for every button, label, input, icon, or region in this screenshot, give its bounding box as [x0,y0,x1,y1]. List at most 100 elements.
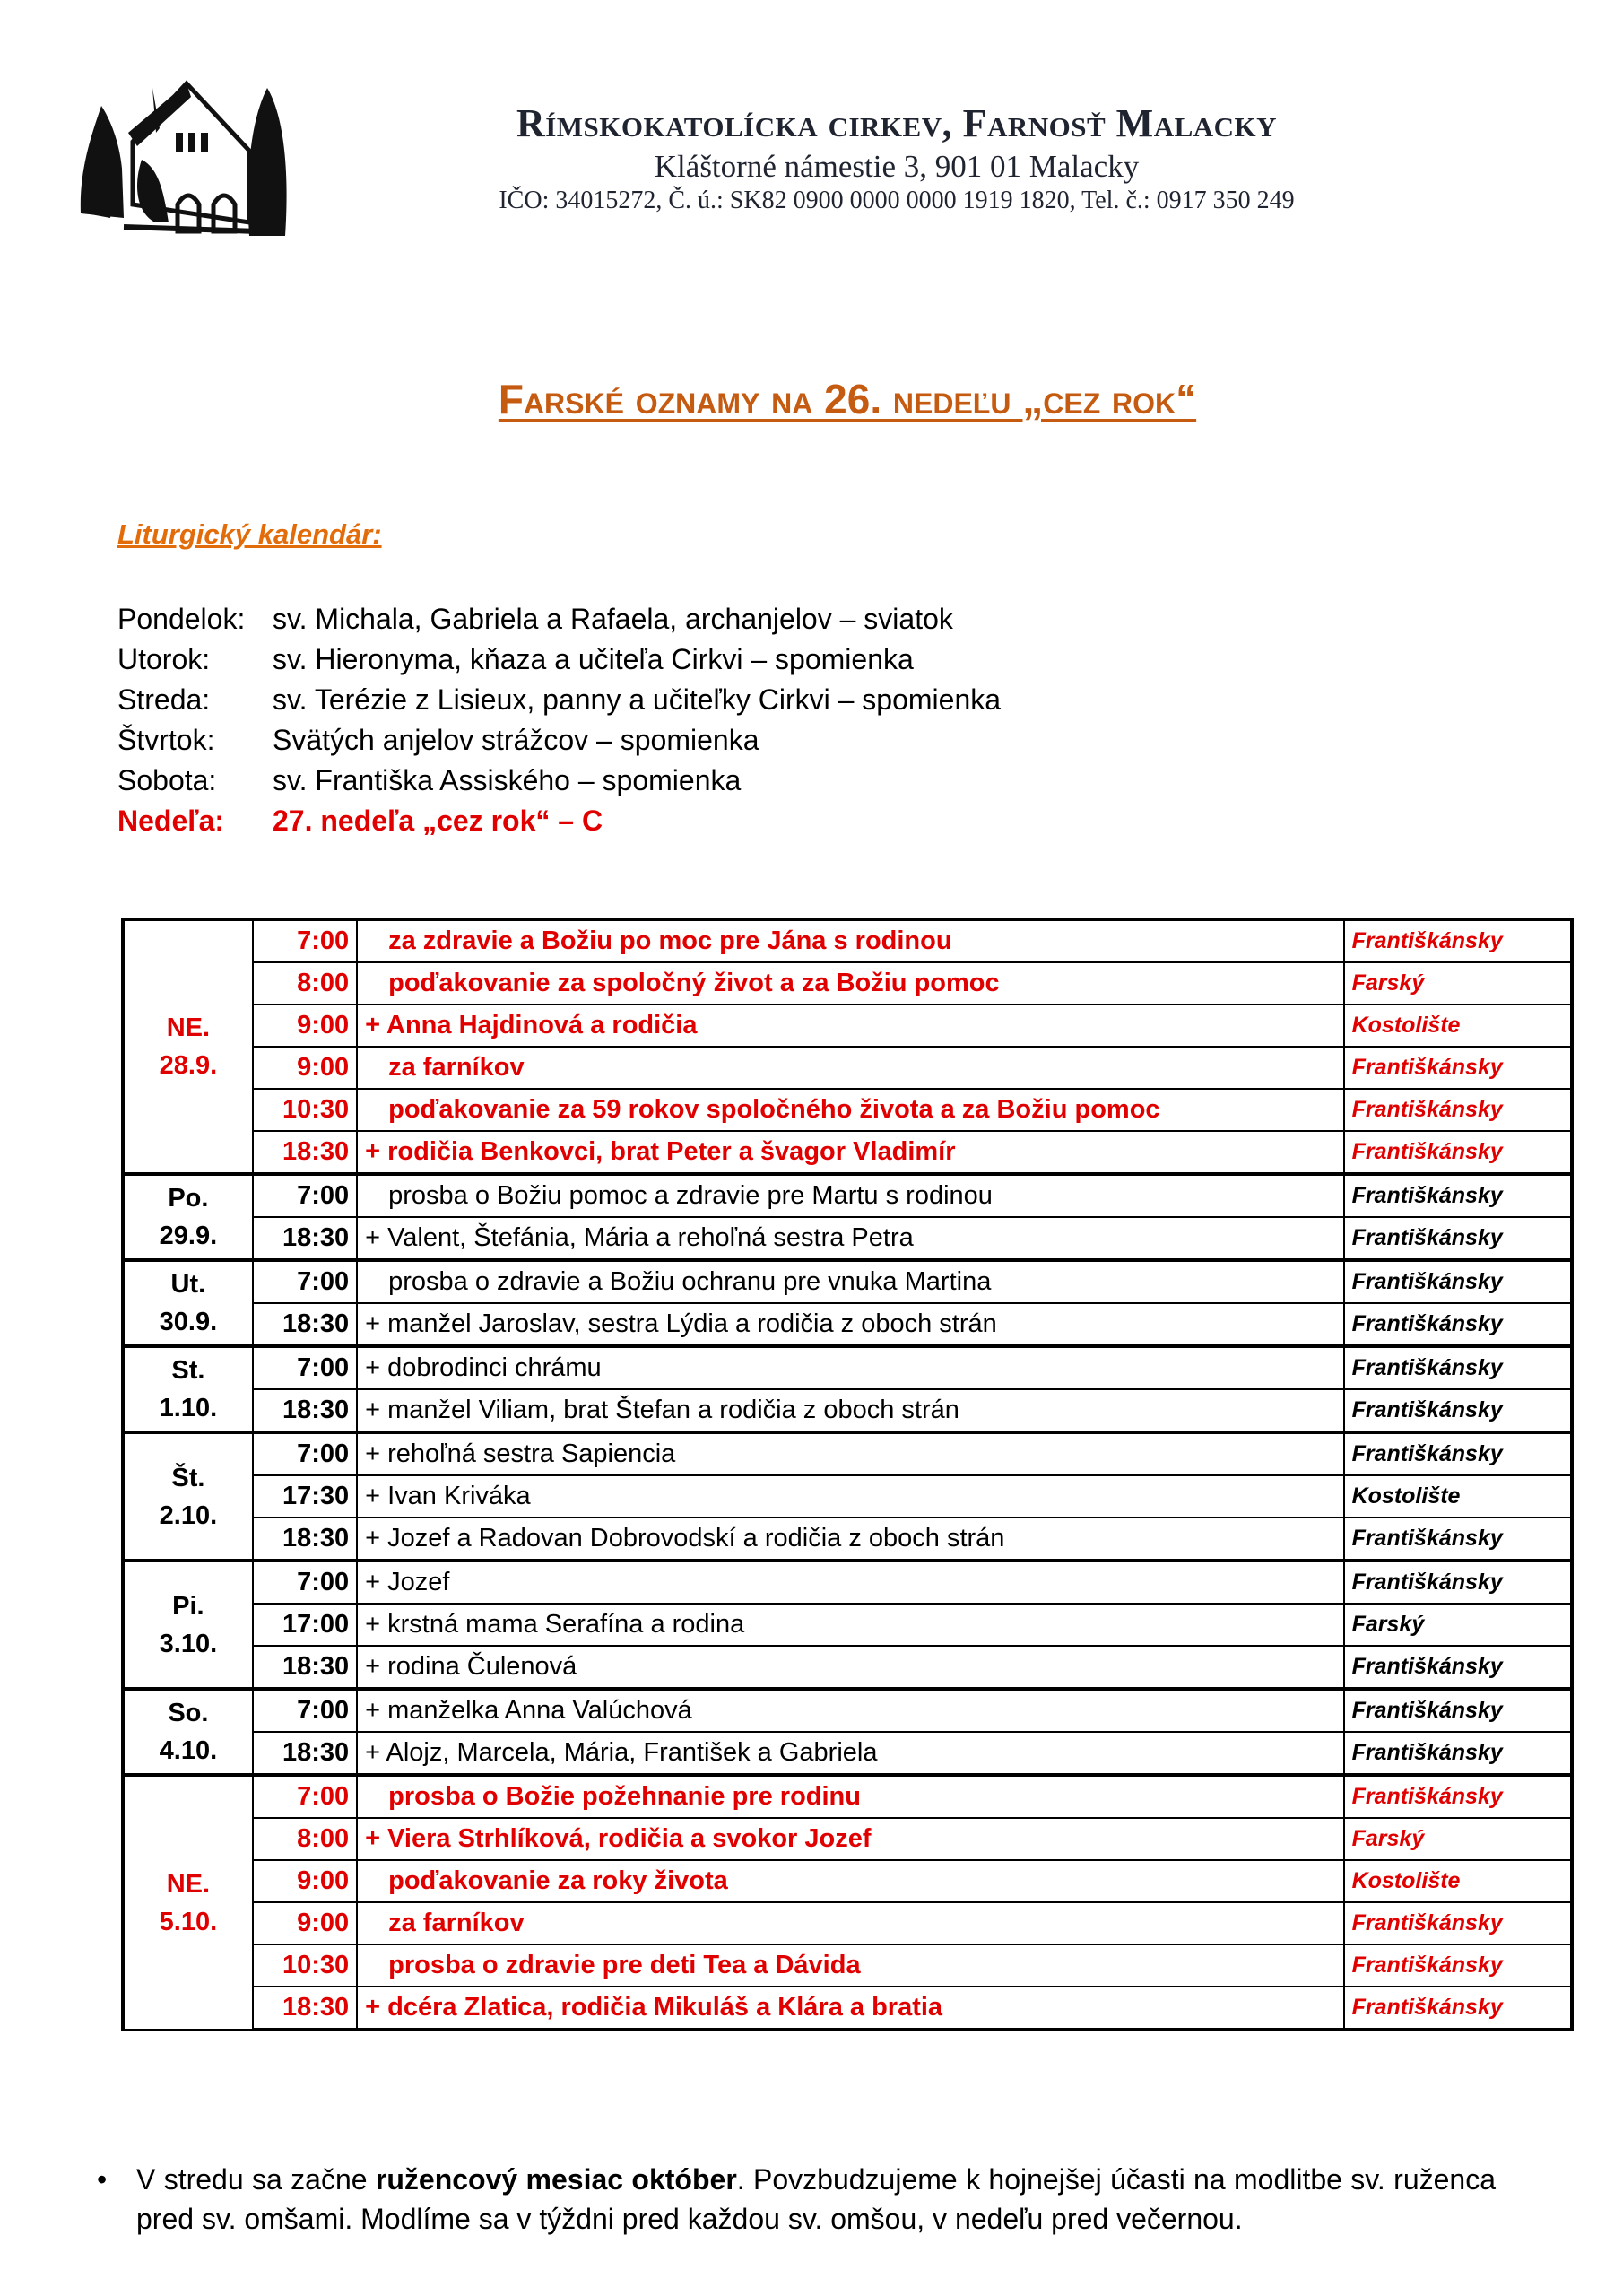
mass-time: 9:00 [251,1859,359,1903]
mass-church: Františkánsky [1342,1645,1575,1691]
announcement-text: V stredu sa začne ružencový mesiac októb… [136,2160,1496,2239]
day-date: 29.9. [159,1222,218,1250]
day-cell: Pi. 3.10. [121,1559,254,1690]
day-date: 1.10. [159,1394,218,1422]
day-cell: Ut. 30.9. [121,1258,254,1347]
table-row: Ut. 30.9. 7:00 prosba o zdravie a Božiu och… [121,1258,1575,1347]
mass-church: Kostolište [1342,1004,1575,1048]
mass-time: 7:00 [251,1258,359,1304]
mass-church: Františkánsky [1342,1088,1575,1132]
calendar-row: Nedeľa: 27. nedeľa „cez rok“ – C [117,801,1001,841]
calendar-day: Pondelok: [117,603,246,635]
mass-time: 18:30 [251,1645,359,1691]
mass-intention: poďakovanie za spoločný život a za Božiu… [356,961,1345,1005]
day-name: NE. [166,1013,211,1042]
mass-intention: + Jozef [356,1559,1345,1605]
mass-time: 7:00 [251,1431,359,1476]
mass-schedule-table: NE. 28.9. 7:00 za zdravie a Božiu po moc pr… [121,918,1575,2031]
mass-church: Františkánsky [1342,1687,1575,1733]
day-cell: NE. 28.9. [121,918,254,1175]
day-date: 5.10. [159,1907,218,1936]
mass-church: Františkánsky [1342,1388,1575,1434]
mass-time: 8:00 [251,1817,359,1861]
table-row: 18:30 + manžel Jaroslav, sestra Lýdia a r… [123,1302,1575,1348]
day-name: St. [171,1356,205,1385]
day-date: 3.10. [159,1629,218,1658]
mass-intention: + Alojz, Marcela, Mária, František a Gab… [356,1731,1345,1777]
organization-address: Kláštorné námestie 3, 901 01 Malacky [654,149,1140,184]
mass-church: Františkánsky [1342,1046,1575,1090]
table-row: 17:00 + krstná mama Serafína a rodina Fars… [123,1603,1575,1647]
mass-church: Františkánsky [1342,1172,1575,1218]
day-name: So. [168,1699,209,1727]
table-row: 17:30 + Ivan Kriváka Kostolište [123,1474,1575,1518]
day-date: 28.9. [159,1051,218,1080]
mass-church: Františkánsky [1342,1986,1575,2031]
table-row: Št. 2.10. 7:00 + rehoľná sestra Sapiencia Fr… [121,1431,1575,1561]
mass-time: 18:30 [251,1216,359,1262]
calendar-day: Sobota: [117,764,217,796]
mass-intention: + rehoľná sestra Sapiencia [356,1431,1345,1476]
mass-time: 7:00 [251,1773,359,1819]
announcement-item: • V stredu sa začne ružencový mesiac októ… [97,2160,1496,2239]
mass-time: 7:00 [251,918,359,963]
calendar-row: Pondelok: sv. Michala, Gabriela a Rafaela… [117,599,1001,639]
mass-intention: poďakovanie za 59 rokov spoločného život… [356,1088,1345,1132]
day-date: 30.9. [159,1308,218,1336]
table-row: 8:00 + Viera Strhlíková, rodičia a svokor… [123,1817,1575,1861]
calendar-label: Liturgický kalendár: [117,518,382,550]
table-row: Po. 29.9. 7:00 prosba o Božiu pomoc a zdrav… [121,1172,1575,1261]
mass-intention: poďakovanie za roky života [356,1859,1345,1903]
mass-intention: + krstná mama Serafína a rodina [356,1603,1345,1647]
table-row: Pi. 3.10. 7:00 + Jozef Františkánsky [121,1559,1575,1690]
table-row: 18:30 + Jozef a Radovan Dobrovodskí a rod… [123,1517,1575,1562]
announcement-text-end: . Povzbudzujeme k hojnejšej účasti na mo… [136,2163,1497,2235]
mass-time: 10:30 [251,1088,359,1132]
bullet-icon: • [97,2163,108,2196]
page-title: Farské oznamy na 26. nedeľu „cez rok“ [498,376,1197,422]
calendar-day: Nedeľa: [117,804,225,837]
mass-time: 17:30 [251,1474,359,1518]
mass-time: 18:30 [251,1302,359,1348]
mass-intention: + dcéra Zlatica, rodičia Mikuláš a Klára… [356,1986,1345,2031]
mass-intention: za farníkov [356,1046,1345,1090]
mass-time: 7:00 [251,1687,359,1733]
mass-church: Kostolište [1342,1474,1575,1518]
mass-time: 18:30 [251,1130,359,1176]
day-name: NE. [166,1869,211,1899]
mass-time: 8:00 [251,961,359,1005]
mass-time: 9:00 [251,1901,359,1945]
mass-church: Františkánsky [1342,1773,1575,1819]
table-row: 18:30 + rodina Čulenová Františkánsky [123,1645,1575,1691]
day-cell: Po. 29.9. [121,1172,254,1261]
table-row: 18:30 + manžel Viliam, brat Štefan a rodi… [123,1388,1575,1434]
table-row: 9:00 za farníkov Františkánsky [123,1046,1575,1090]
day-name: Ut. [170,1270,206,1299]
calendar-row: Streda: sv. Terézie z Lisieux, panny a uč… [117,680,1001,720]
mass-church: Františkánsky [1342,1216,1575,1262]
mass-church: Františkánsky [1342,1130,1575,1176]
mass-church: Františkánsky [1342,1258,1575,1304]
table-row: 18:30 + rodičia Benkovci, brat Peter a šv… [123,1130,1575,1176]
table-row: 9:00 + Anna Hajdinová a rodičia Kostolište [123,1004,1575,1048]
mass-intention: prosba o zdravie a Božiu ochranu pre vnu… [356,1258,1345,1304]
mass-church: Františkánsky [1342,1944,1575,1987]
mass-church: Františkánsky [1342,1517,1575,1562]
calendar-feast: sv. Františka Assiského – spomienka [273,764,742,796]
mass-intention: + Jozef a Radovan Dobrovodskí a rodičia … [356,1517,1345,1562]
calendar-feast: Svätých anjelov strážcov – spomienka [273,724,759,756]
mass-intention: + dobrodinci chrámu [356,1344,1345,1390]
table-row: So. 4.10. 7:00 + manželka Anna Valúchová Fra… [121,1687,1575,1776]
mass-time: 9:00 [251,1046,359,1090]
calendar-day: Utorok: [117,643,211,675]
mass-time: 18:30 [251,1986,359,2031]
mass-time: 17:00 [251,1603,359,1647]
mass-time: 18:30 [251,1388,359,1434]
day-cell: So. 4.10. [121,1687,254,1776]
mass-intention: + rodina Čulenová [356,1645,1345,1691]
mass-intention: prosba o Božiu pomoc a zdravie pre Martu… [356,1172,1345,1218]
table-row: 10:30 poďakovanie za 59 rokov spoločného … [123,1088,1575,1132]
table-row: 18:30 + Valent, Štefánia, Mária a rehoľná… [123,1216,1575,1262]
calendar-feast: sv. Terézie z Lisieux, panny a učiteľky … [273,683,1002,716]
calendar-day: Štvrtok: [117,724,215,756]
